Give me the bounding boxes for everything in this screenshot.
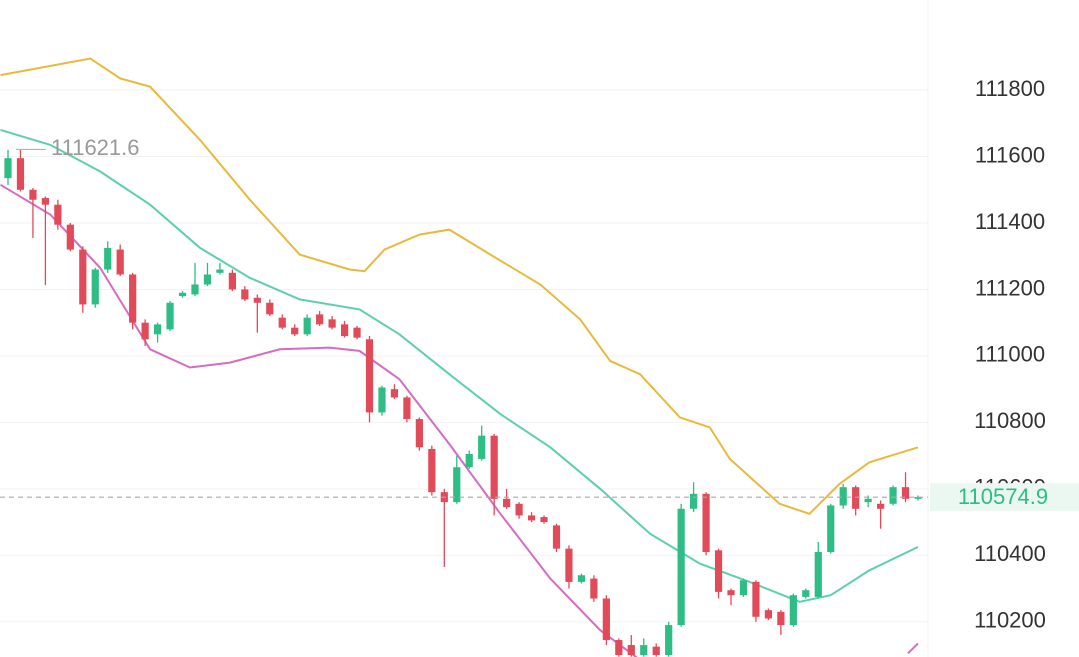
- candle-body: [266, 302, 274, 315]
- candle-body: [328, 319, 336, 328]
- y-tick-label: 111200: [975, 275, 1045, 300]
- candle-body: [403, 397, 411, 420]
- candle-body: [914, 497, 922, 499]
- candle-body: [390, 389, 399, 398]
- candle-body: [16, 158, 25, 190]
- y-axis: 1102001104001106001108001110001112001114…: [930, 76, 1079, 633]
- candle-body: [677, 508, 685, 626]
- y-tick-label: 110200: [974, 608, 1046, 633]
- candle-body: [353, 327, 361, 338]
- band-line: [0, 128, 919, 603]
- candle-body: [565, 548, 573, 582]
- candle-body: [41, 198, 49, 205]
- plot-area: 111621.6: [0, 57, 928, 657]
- y-tick-label: 110800: [974, 408, 1046, 433]
- candle-body: [665, 625, 673, 656]
- candle-body: [864, 498, 872, 503]
- candle-body: [54, 204, 62, 225]
- candle-body: [228, 272, 236, 290]
- y-tick-label: 111600: [975, 142, 1045, 167]
- candle-body: [278, 317, 286, 328]
- last-price-box: [930, 483, 1079, 512]
- candle-body: [590, 578, 598, 599]
- candle-body: [79, 249, 87, 305]
- last-price-label: 110574.9: [958, 484, 1048, 509]
- candle-body: [29, 189, 37, 200]
- candle-body: [241, 289, 249, 300]
- candle-body: [827, 505, 835, 552]
- candle-body: [203, 274, 212, 285]
- candle-body: [316, 314, 324, 325]
- y-tick-label: 111800: [975, 76, 1045, 101]
- candle-body: [415, 419, 423, 448]
- candle-body: [877, 503, 885, 509]
- candle-body: [66, 224, 74, 250]
- candle-body: [714, 550, 723, 592]
- candle-body: [777, 611, 785, 626]
- candle-body: [116, 249, 124, 275]
- y-tick-label: 111000: [975, 342, 1045, 367]
- candle-body: [4, 158, 12, 179]
- candle-body: [727, 590, 735, 596]
- candle-body: [889, 487, 897, 504]
- candle-body: [166, 302, 174, 330]
- candle-body: [291, 327, 299, 335]
- candle-body: [340, 324, 349, 336]
- candle-body: [577, 575, 586, 582]
- candle-body: [839, 487, 847, 506]
- candle-body: [191, 284, 199, 295]
- candle-body: [478, 435, 486, 459]
- candle-body: [615, 640, 623, 656]
- candle-body: [303, 317, 311, 335]
- candle-body: [802, 590, 810, 597]
- candle-body: [91, 269, 99, 305]
- candle-body: [253, 297, 261, 303]
- high-marker-label: 111621.6: [51, 135, 140, 160]
- candle-body: [104, 247, 112, 270]
- candle-body: [764, 610, 773, 619]
- candle-body: [552, 525, 561, 549]
- candle-body: [789, 595, 797, 626]
- candle-body: [739, 580, 748, 596]
- candle-body: [515, 503, 523, 516]
- candle-body: [453, 467, 461, 503]
- candle-body: [503, 498, 511, 508]
- candle-body: [901, 487, 910, 499]
- band-line: [0, 183, 919, 657]
- band-line: [0, 57, 919, 515]
- candle-body: [378, 387, 386, 413]
- candle-body: [852, 487, 860, 509]
- candle-body: [141, 322, 149, 340]
- candle-body: [702, 493, 710, 552]
- y-tick-label: 110400: [974, 541, 1046, 566]
- candle-body: [602, 598, 610, 641]
- candle-body: [490, 435, 498, 499]
- y-tick-label: 111400: [975, 209, 1045, 234]
- candle-body: [652, 646, 660, 656]
- grid: [0, 89, 928, 623]
- candle-body: [178, 292, 187, 297]
- candle-body: [216, 269, 224, 273]
- candle-body: [540, 517, 548, 523]
- candle-body: [465, 453, 473, 468]
- candle-body: [365, 339, 374, 413]
- candle-body: [129, 274, 137, 323]
- candle-body: [690, 493, 698, 509]
- candle-body: [153, 324, 162, 335]
- candle-body: [640, 645, 648, 656]
- candle-body: [527, 515, 536, 521]
- candle-body: [752, 581, 760, 617]
- candle-body: [627, 645, 635, 656]
- candle-body: [814, 551, 822, 597]
- candle-body: [428, 448, 436, 493]
